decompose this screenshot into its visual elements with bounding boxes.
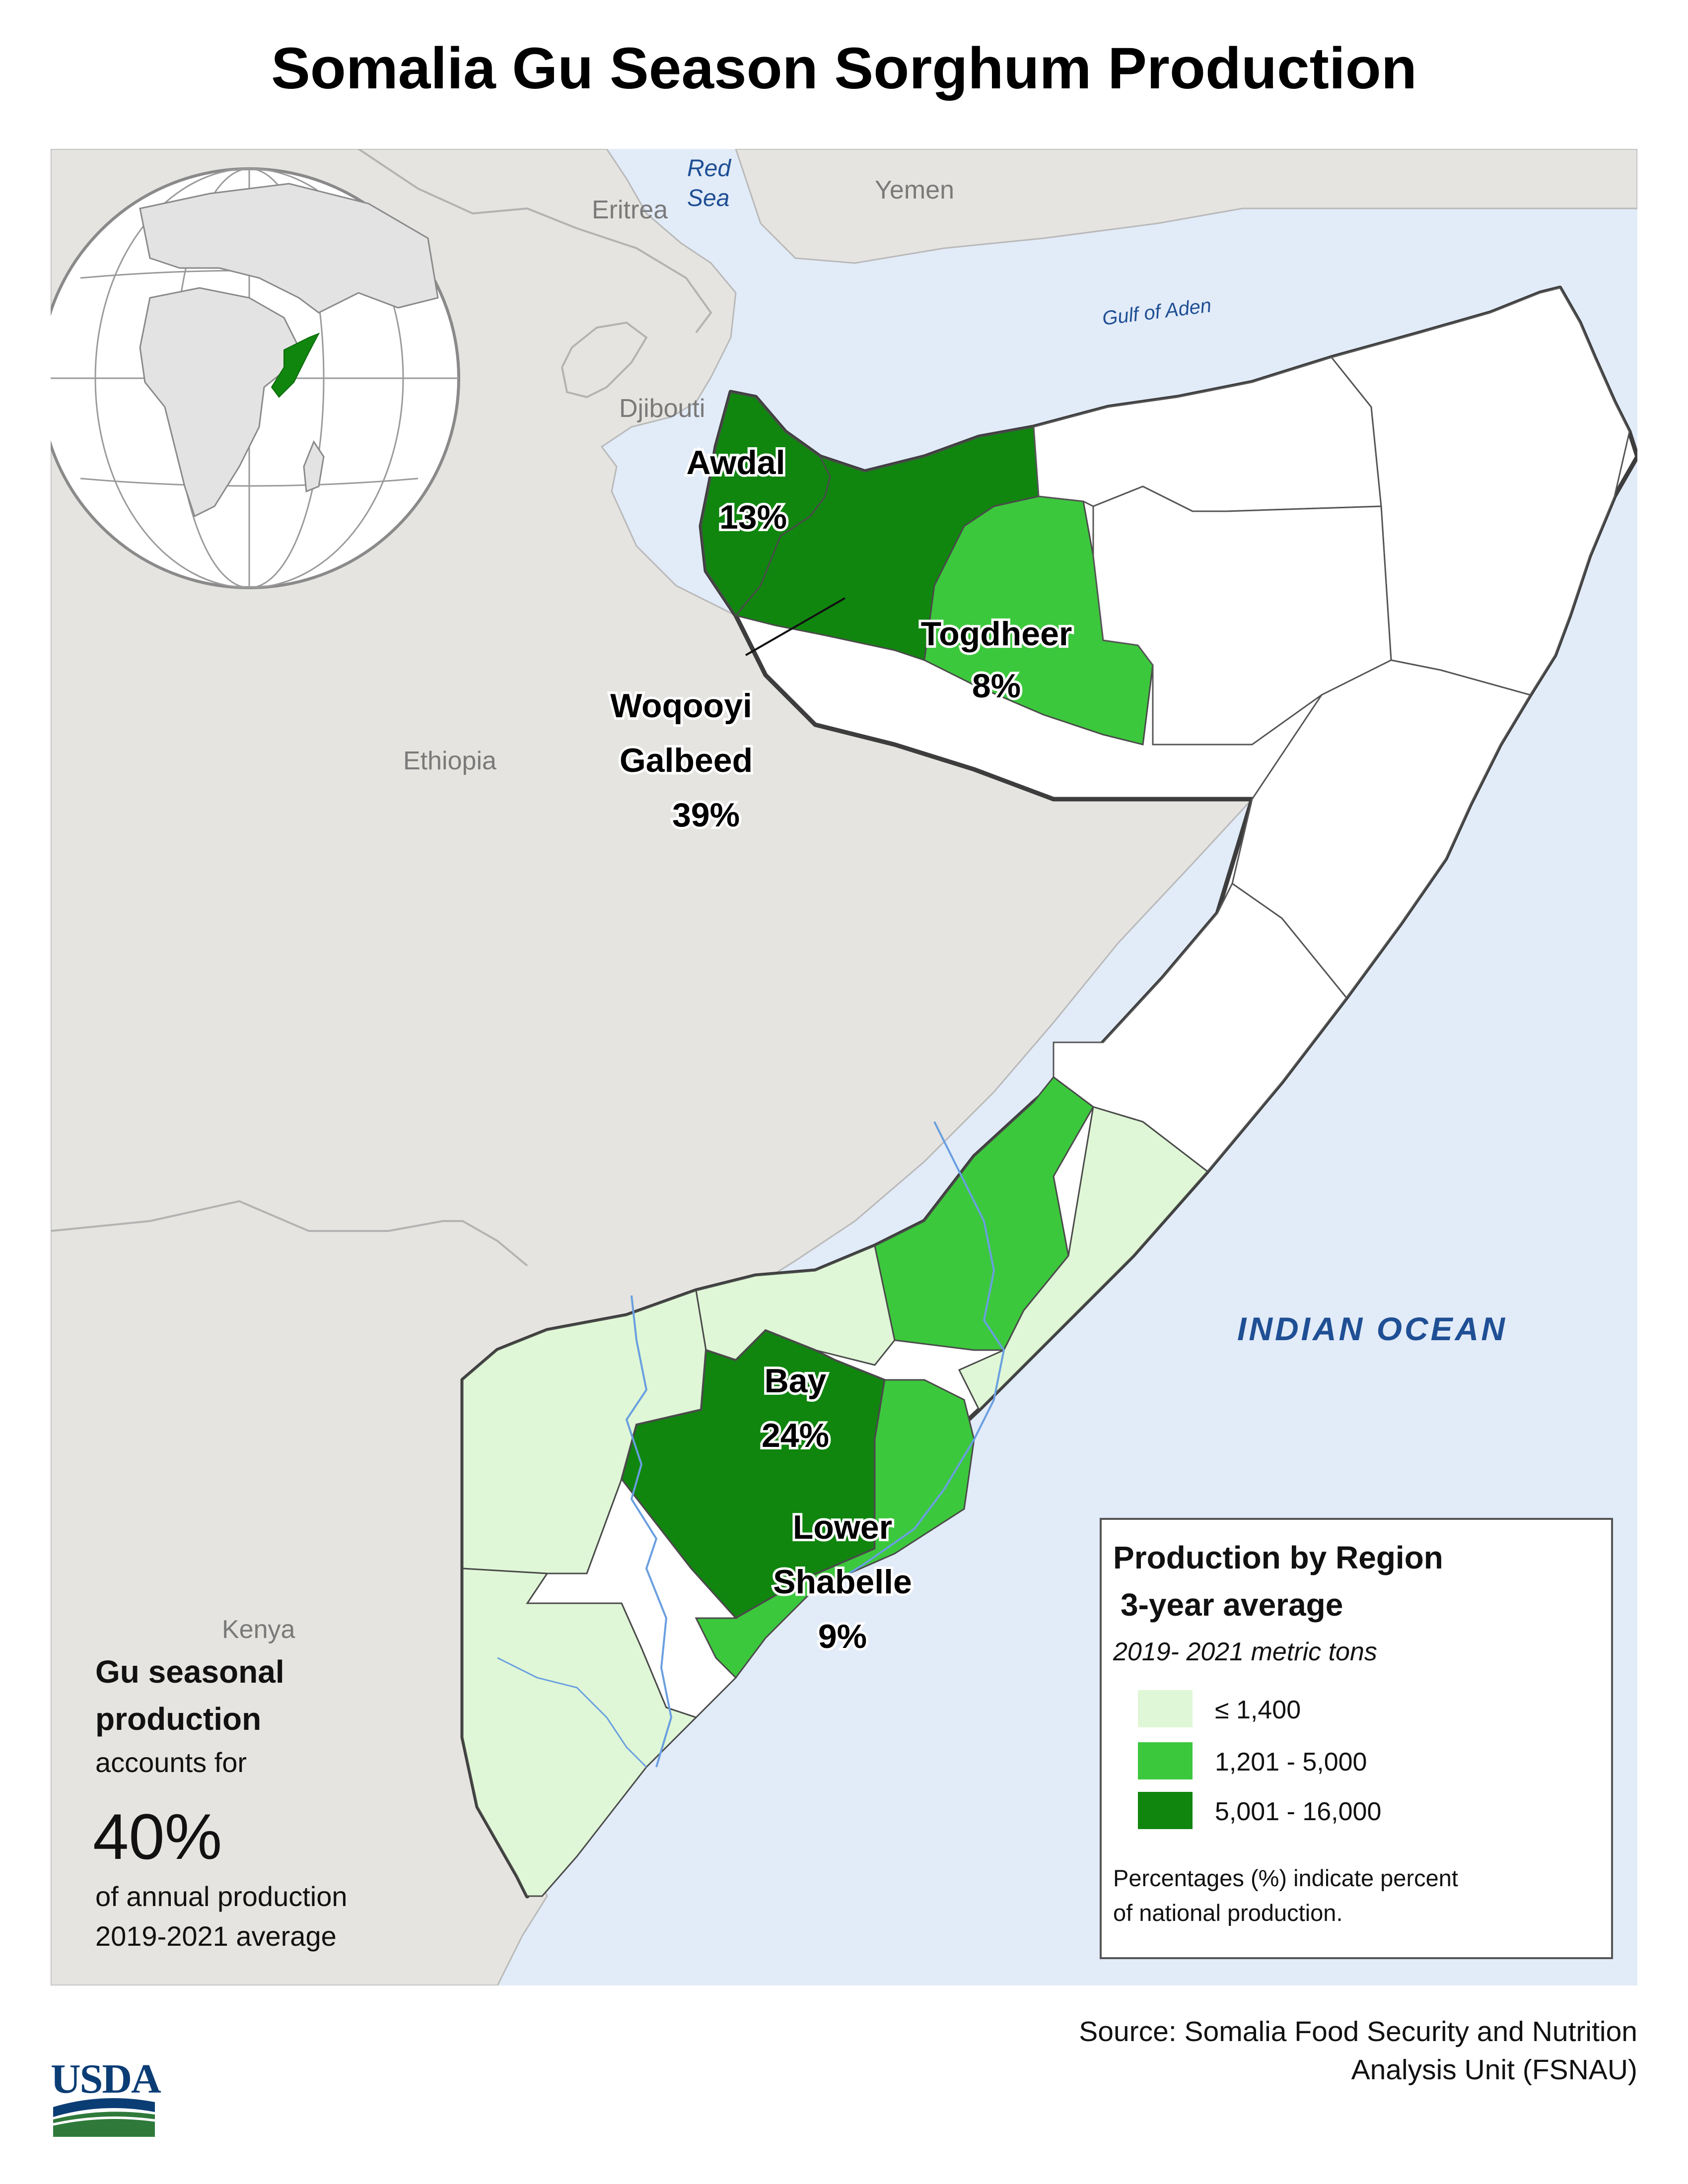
summary-line3: accounts for	[95, 1747, 247, 1778]
map-title: Somalia Gu Season Sorghum Production	[271, 36, 1417, 101]
label-eritrea: Eritrea	[592, 196, 668, 224]
usda-logo: USDA	[51, 2055, 161, 2139]
label-togdheer-name: Togdheer	[921, 615, 1072, 653]
label-awdal-name: Awdal	[686, 444, 785, 481]
legend-title-1: Production by Region	[1113, 1540, 1443, 1575]
border-kenya	[51, 1200, 528, 1267]
summary-line4: of annual production	[95, 1881, 348, 1912]
label-ethiopia: Ethiopia	[403, 747, 496, 775]
label-red-sea-2: Sea	[687, 185, 729, 211]
legend-swatch-low	[1138, 1690, 1193, 1727]
region-labels: Awdal 13% Togdheer 8% Woqooyi Galbeed 39…	[608, 441, 1074, 1658]
summary-line5: 2019-2021 average	[95, 1920, 337, 1952]
label-kenya: Kenya	[222, 1615, 295, 1644]
legend-box	[1100, 1518, 1613, 1959]
label-awdal-pct: 13%	[719, 498, 787, 536]
globe-madagascar	[303, 440, 325, 493]
legend-swatch-mid	[1138, 1742, 1193, 1779]
globe-africa	[139, 287, 300, 518]
label-bay-name: Bay	[765, 1362, 827, 1400]
summary-line2: production	[95, 1701, 261, 1737]
source-note: Source: Somalia Food Security and Nutrit…	[1079, 2013, 1637, 2089]
region-hiraan	[874, 1076, 1094, 1351]
globe-somalia-highlight	[271, 333, 320, 398]
region-togdheer	[923, 495, 1154, 746]
river-juba-west	[497, 1657, 647, 1768]
label-indian-ocean: INDIAN OCEAN	[1237, 1310, 1507, 1347]
globe-inset	[51, 167, 460, 589]
legend: Production by Region 3-year average 2019…	[1100, 1518, 1613, 1959]
summary-block: Gu seasonal production accounts for 40% …	[93, 1654, 348, 1952]
label-woqooyi-pct: 39%	[672, 796, 740, 834]
source-line-2: Analysis Unit (FSNAU)	[1351, 2053, 1637, 2086]
label-bay-pct: 24%	[762, 1417, 829, 1454]
legend-subtitle: 2019- 2021 metric tons	[1113, 1638, 1377, 1666]
legend-label-high: 5,001 - 16,000	[1215, 1797, 1381, 1826]
summary-line1: Gu seasonal	[95, 1654, 284, 1690]
legend-note-2: of national production.	[1113, 1900, 1343, 1926]
legend-label-mid: 1,201 - 5,000	[1215, 1748, 1367, 1776]
label-woqooyi-name-2: Galbeed	[620, 742, 753, 779]
legend-label-low: ≤ 1,400	[1215, 1696, 1301, 1724]
label-lower-shabelle-pct: 9%	[818, 1618, 867, 1655]
label-red-sea-1: Red	[687, 155, 731, 182]
label-lower-shabelle-name-1: Lower	[793, 1508, 892, 1546]
region-woqooyi-galbeed	[734, 426, 1040, 661]
label-yemen: Yemen	[875, 176, 954, 205]
source-line-1: Source: Somalia Food Security and Nutrit…	[1079, 2016, 1637, 2048]
label-togdheer-pct: 8%	[972, 667, 1021, 705]
river-shabelle	[824, 1121, 1005, 1589]
legend-note-1: Percentages (%) indicate percent	[1113, 1865, 1458, 1891]
globe-eurasia	[139, 183, 439, 314]
border-eritrea	[357, 149, 712, 334]
label-djibouti: Djibouti	[619, 394, 705, 423]
river-juba	[625, 1295, 673, 1768]
usda-logo-text: USDA	[51, 2056, 161, 2102]
region-nugaal	[1092, 485, 1392, 746]
region-lower-juba	[462, 1568, 698, 1897]
region-lower-shabelle	[695, 1379, 975, 1679]
usda-logo-waves	[53, 2098, 155, 2137]
legend-swatch-high	[1138, 1792, 1193, 1829]
label-lower-shabelle-name-2: Shabelle	[773, 1563, 912, 1601]
land-yemen	[735, 149, 1637, 264]
label-woqooyi-name-1: Woqooyi	[610, 687, 752, 725]
somalia-map: Eritrea Yemen Djibouti Ethiopia Kenya Re…	[51, 149, 1637, 1985]
legend-title-2: 3-year average	[1121, 1587, 1343, 1623]
region-middle-shabelle	[958, 1106, 1209, 1411]
border-djibouti	[561, 321, 648, 399]
woqooyi-leader-line	[745, 597, 845, 656]
summary-big: 40%	[93, 1800, 222, 1873]
